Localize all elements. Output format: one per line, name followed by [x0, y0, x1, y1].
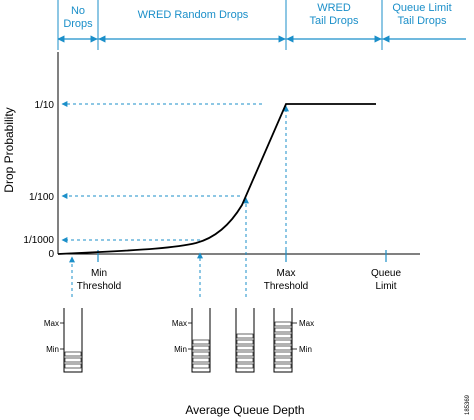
queue-4-max-label: Max: [299, 319, 314, 328]
queue-limit-label-2: Tail Drops: [398, 15, 447, 27]
max-threshold-label-1: Max: [277, 268, 296, 279]
y-tick-1-100: 1/100: [29, 192, 54, 203]
queue-4-min-label: Min: [299, 345, 312, 354]
y-axis-title: Drop Probability: [2, 107, 16, 192]
wred-tail-label-1: WRED: [317, 2, 351, 14]
queue-limit-label-1: Queue Limit: [392, 2, 451, 14]
y-tick-1-1000: 1/1000: [23, 235, 54, 246]
y-tick-0: 0: [48, 249, 54, 260]
max-threshold-label-2: Threshold: [264, 281, 308, 292]
vertical-guides: [69, 105, 289, 297]
wred-tail-label-2: Tail Drops: [310, 15, 359, 27]
region-header: No Drops WRED Random Drops WRED Tail Dro…: [57, 0, 466, 50]
axes: [57, 52, 420, 262]
queue-limit-axis-label-2: Limit: [375, 281, 396, 292]
y-tick-1-10: 1/10: [35, 100, 55, 111]
queue-1-min-label: Min: [46, 345, 59, 354]
queue-1: Max Min: [44, 308, 83, 373]
queue-4: Max Min: [273, 308, 314, 373]
wred-random-drops-label: WRED Random Drops: [138, 9, 249, 21]
min-threshold-label-2: Threshold: [77, 281, 121, 292]
drop-probability-curve: [57, 103, 376, 255]
min-threshold-label-1: Min: [91, 268, 107, 279]
no-drops-label-1: No: [71, 5, 85, 17]
queue-2-min-label: Min: [174, 345, 187, 354]
x-axis-title: Average Queue Depth: [185, 403, 304, 417]
queue-2: Max Min: [172, 308, 211, 373]
queue-2-max-label: Max: [172, 319, 187, 328]
no-drops-label-2: Drops: [63, 18, 93, 30]
figure-id: 185369: [465, 394, 471, 415]
queue-3: [235, 308, 255, 373]
horizontal-guides: [61, 101, 262, 243]
queue-limit-axis-label-1: Queue: [371, 268, 401, 279]
queue-1-max-label: Max: [44, 319, 59, 328]
